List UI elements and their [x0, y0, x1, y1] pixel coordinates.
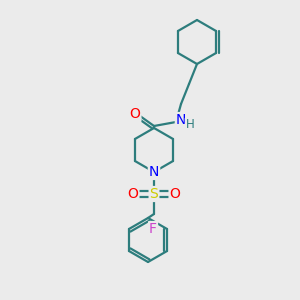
Text: F: F [149, 222, 157, 236]
Text: O: O [130, 107, 140, 121]
Text: N: N [149, 165, 159, 179]
Text: O: O [169, 187, 180, 201]
Text: H: H [186, 118, 194, 131]
Text: N: N [176, 113, 186, 127]
Text: O: O [128, 187, 138, 201]
Text: S: S [150, 187, 158, 201]
